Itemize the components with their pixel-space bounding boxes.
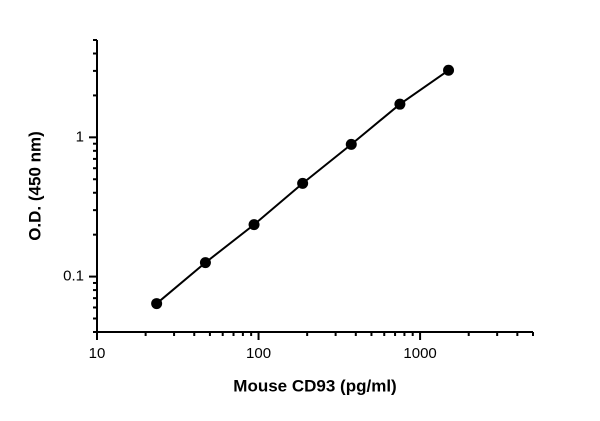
x-tick-label: 100 <box>246 345 271 362</box>
data-point <box>345 138 357 150</box>
data-point <box>443 64 455 76</box>
data-point <box>297 177 309 189</box>
data-point <box>151 298 163 310</box>
x-axis-title: Mouse CD93 (pg/ml) <box>233 376 396 395</box>
data-point <box>199 257 211 269</box>
y-axis-title: O.D. (450 nm) <box>25 131 44 241</box>
data-point <box>394 98 406 110</box>
y-tick-label: 0.1 <box>63 268 84 285</box>
data-point <box>248 219 260 231</box>
y-tick-label: 1 <box>76 128 84 145</box>
x-tick-label: 10 <box>89 345 106 362</box>
x-tick-label: 1000 <box>403 345 436 362</box>
